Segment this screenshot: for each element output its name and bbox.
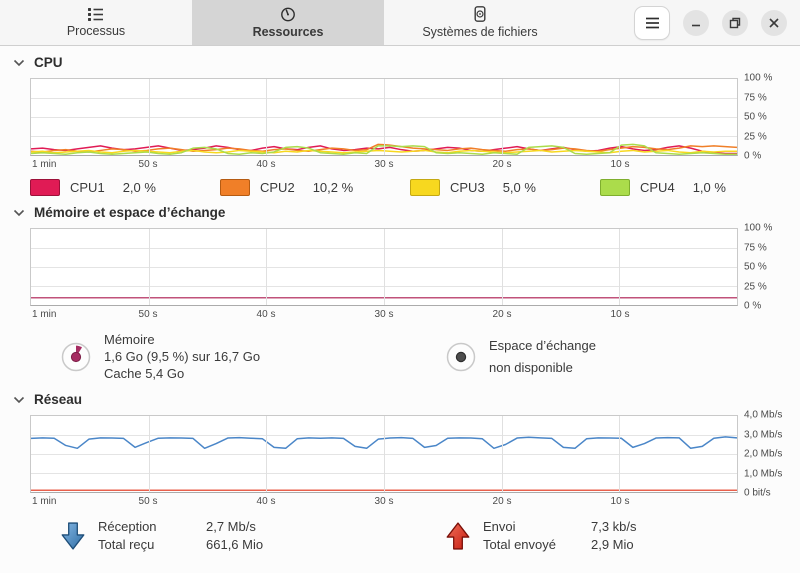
tab-resources-label: Ressources — [252, 25, 324, 39]
restore-button[interactable] — [722, 9, 748, 36]
cpu3-color-swatch[interactable] — [410, 179, 440, 196]
tab-processes[interactable]: Processus — [0, 0, 192, 45]
memory-pie-icon — [60, 341, 92, 373]
cpu-legend: CPU1 2,0 % CPU2 10,2 % CPU3 5,0 % CPU4 1… — [10, 179, 790, 196]
chevron-down-icon — [10, 59, 25, 67]
tab-processes-label: Processus — [66, 24, 126, 38]
chevron-down-icon — [10, 396, 25, 404]
total-sent-label: Total envoyé — [483, 537, 556, 552]
minimize-button[interactable] — [683, 9, 709, 36]
view-tabs: Processus Ressources Systèmes de fichi — [0, 0, 576, 45]
memory-section-toggle[interactable]: Mémoire et espace d’échange — [10, 205, 790, 220]
cpu-section-title: CPU — [34, 55, 63, 70]
network-send-text: Envoi 7,3 kb/s Total envoyé 2,9 Mio — [483, 518, 637, 554]
cpu2-legend-item: CPU2 10,2 % — [220, 179, 410, 196]
network-receive-block: Réception 2,7 Mb/s Total reçu 661,6 Mio — [10, 518, 400, 554]
cpu4-color-swatch[interactable] — [600, 179, 630, 196]
minimize-icon — [690, 17, 702, 29]
network-chart: 1 min 50 s 40 s 30 s 20 s 10 s 4,0 Mb/s 3,0 Mb… — [30, 410, 782, 509]
cpu-y-axis: 100 % 75 % 50 % 25 % 0 % — [744, 72, 773, 162]
disk-icon — [472, 6, 488, 22]
chevron-down-icon — [10, 209, 25, 217]
network-details: Réception 2,7 Mb/s Total reçu 661,6 Mio … — [10, 518, 790, 554]
cpu2-label: CPU2 — [260, 180, 295, 195]
cpu4-value: 1,0 % — [692, 180, 726, 195]
total-received-value: 661,6 Mio — [206, 537, 264, 552]
cpu4-label: CPU4 — [640, 180, 675, 195]
cpu-section-toggle[interactable]: CPU — [10, 55, 790, 70]
memory-x-axis: 1 min 50 s 40 s 30 s 20 s 10 s — [32, 309, 630, 320]
tab-resources[interactable]: Ressources — [192, 0, 384, 45]
memory-title: Mémoire — [104, 332, 155, 347]
memory-cache: Cache 5,4 Go — [104, 366, 185, 381]
cpu1-legend-item: CPU1 2,0 % — [30, 179, 220, 196]
cpu1-label: CPU1 — [70, 180, 105, 195]
network-section-title: Réseau — [34, 392, 83, 407]
swap-title: Espace d’échange — [489, 337, 596, 353]
swap-pie-icon — [445, 341, 477, 373]
cpu2-color-swatch[interactable] — [220, 179, 250, 196]
memory-y-axis: 100 % 75 % 50 % 25 % 0 % — [744, 222, 773, 312]
cpu3-legend-item: CPU3 5,0 % — [410, 179, 600, 196]
cpu1-value: 2,0 % — [122, 180, 156, 195]
process-list-icon — [88, 7, 104, 21]
memory-usage: 1,6 Go (9,5 %) sur 16,7 Go — [104, 349, 261, 364]
network-send-block: Envoi 7,3 kb/s Total envoyé 2,9 Mio — [400, 518, 790, 554]
cpu2-value: 10,2 % — [312, 180, 354, 195]
download-arrow-icon — [60, 522, 86, 550]
network-receive-text: Réception 2,7 Mb/s Total reçu 661,6 Mio — [98, 518, 263, 554]
swap-status: non disponible — [489, 359, 573, 375]
memory-usage-text: Mémoire 1,6 Go (9,5 %) sur 16,7 Go Cache… — [104, 331, 260, 382]
tab-filesystems-label: Systèmes de fichiers — [422, 25, 538, 39]
header-bar: Processus Ressources Systèmes de fichi — [0, 0, 800, 46]
network-x-axis: 1 min 50 s 40 s 30 s 20 s 10 s — [32, 496, 630, 507]
cpu3-label: CPU3 — [450, 180, 485, 195]
receiving-rate: 2,7 Mb/s — [206, 519, 256, 534]
sending-rate: 7,3 kb/s — [591, 519, 637, 534]
receiving-label: Réception — [98, 519, 157, 534]
memory-chart: 1 min 50 s 40 s 30 s 20 s 10 s 100 % 75 % 50 % 2… — [30, 223, 772, 322]
hamburger-icon — [645, 17, 660, 29]
memory-details: Mémoire 1,6 Go (9,5 %) sur 16,7 Go Cache… — [10, 331, 790, 382]
total-sent-value: 2,9 Mio — [591, 537, 634, 552]
restore-icon — [729, 17, 741, 29]
close-button[interactable] — [761, 9, 787, 36]
cpu3-value: 5,0 % — [502, 180, 536, 195]
cpu4-legend-item: CPU4 1,0 % — [600, 179, 790, 196]
window-controls — [634, 0, 800, 45]
resources-view: CPU 1 min 50 s 40 s 30 s 20 s 10 s 100 % 75 % 5… — [0, 55, 800, 554]
swap-block: Espace d’échange non disponible — [400, 331, 790, 382]
cpu-x-axis: 1 min 50 s 40 s 30 s 20 s 10 s — [32, 159, 630, 170]
cpu1-color-swatch[interactable] — [30, 179, 60, 196]
gauge-icon — [280, 6, 296, 22]
sending-label: Envoi — [483, 519, 516, 534]
total-received-label: Total reçu — [98, 537, 155, 552]
memory-section-title: Mémoire et espace d’échange — [34, 205, 226, 220]
swap-text: Espace d’échange non disponible — [489, 335, 596, 379]
memory-usage-block: Mémoire 1,6 Go (9,5 %) sur 16,7 Go Cache… — [10, 331, 400, 382]
network-section-toggle[interactable]: Réseau — [10, 392, 790, 407]
upload-arrow-icon — [445, 522, 471, 550]
network-y-axis: 4,0 Mb/s 3,0 Mb/s 2,0 Mb/s 1,0 Mb/s 0 bit/s — [744, 409, 783, 499]
cpu-chart: 1 min 50 s 40 s 30 s 20 s 10 s 100 % 75 % 50 % 2… — [30, 73, 772, 172]
tab-filesystems[interactable]: Systèmes de fichiers — [384, 0, 576, 45]
menu-button[interactable] — [634, 5, 670, 40]
close-icon — [768, 17, 780, 29]
